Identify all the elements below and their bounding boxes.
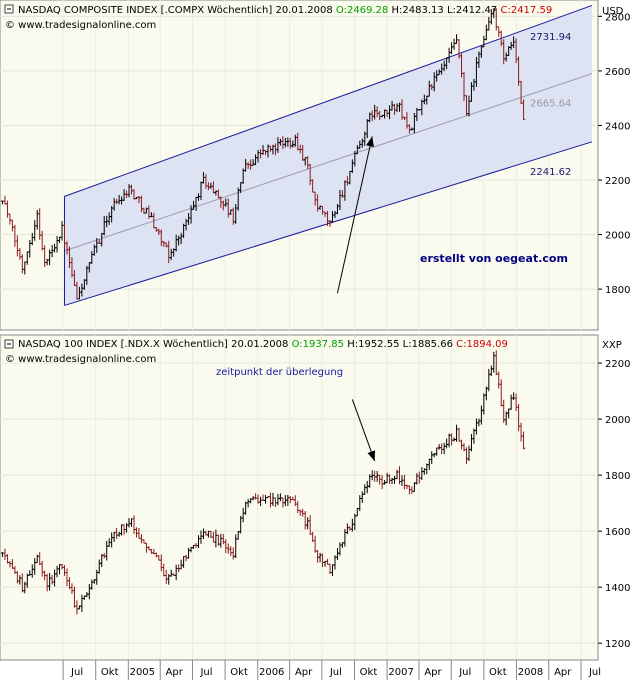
x-tick-label: 2007 (388, 667, 413, 678)
bottom-high-value: 1952.55 (358, 339, 399, 350)
top-index-name: NASDAQ COMPOSITE INDEX [.COMPX Wöchentli… (18, 5, 272, 16)
x-tick-label: 2005 (130, 667, 155, 678)
top-close-value: 2417.59 (511, 5, 552, 16)
idea-annotation: zeitpunkt der überlegung (216, 367, 343, 378)
nasdaq-100-panel: NASDAQ 100 INDEX [.NDX.X Wöchentlich] 20… (0, 334, 630, 661)
y-tick-label: 2200 (605, 359, 630, 370)
x-tick-label: Jul (329, 667, 342, 678)
time-axis: Jul Okt 2005 Apr Jul Okt 2006 Apr Jul Okt 2007 Apr J… (0, 659, 601, 680)
bottom-index-name: NASDAQ 100 INDEX [.NDX.X Wöchentlich] (18, 339, 228, 350)
channel-mid-line (64, 73, 593, 252)
annotation-arrow (336, 136, 373, 294)
annotation-arrowhead (366, 136, 374, 147)
x-tick-label: Jul (458, 667, 471, 678)
x-tick-label: Okt (101, 667, 119, 678)
top-close-label: C: (500, 5, 510, 16)
x-tick-label: 2006 (259, 667, 284, 678)
top-y-axis: 1800 2000 2200 2400 2600 2800 (598, 12, 630, 296)
bottom-grid (0, 335, 598, 660)
top-currency-label: USD (602, 6, 624, 17)
bottom-close-value: 1894.09 (467, 339, 508, 350)
bottom-open-label: O: (292, 339, 303, 350)
author-annotation: erstellt von oegeat.com (420, 252, 568, 265)
price-bar (521, 99, 526, 121)
x-tick-label: Okt (230, 667, 248, 678)
top-source: © www.tradesignalonline.com (5, 20, 156, 31)
nasdaq-composite-panel: NASDAQ COMPOSITE INDEX [.COMPX Wöchentli… (0, 0, 630, 331)
x-tick-label: Jul (70, 667, 83, 678)
y-tick-label: 2200 (605, 176, 630, 187)
x-tick-label: Apr (166, 667, 184, 678)
x-tick-label: Jul (588, 667, 601, 678)
regression-channel-fill (64, 5, 592, 306)
top-low-value: 2412.47 (456, 5, 497, 16)
bottom-open-value: 1937.85 (303, 339, 344, 350)
price-bar (521, 431, 526, 450)
y-tick-label: 1400 (605, 583, 630, 594)
channel-upper-value: 2731.94 (530, 32, 571, 43)
y-tick-label: 1800 (605, 285, 630, 296)
top-high-value: 2483.13 (402, 5, 443, 16)
bottom-close-label: C: (456, 339, 466, 350)
x-tick-label: Apr (295, 667, 313, 678)
bottom-source: © www.tradesignalonline.com (5, 354, 156, 365)
x-tick-label: Apr (554, 667, 572, 678)
bottom-y-axis: 1200 1400 1600 1800 2000 2200 (598, 359, 630, 650)
y-tick-label: 2000 (605, 415, 630, 426)
bottom-currency-label: XXP (602, 340, 622, 351)
channel-lower-value: 2241.62 (530, 167, 571, 178)
channel-upper-line (64, 4, 593, 197)
y-tick-label: 2800 (605, 12, 630, 23)
annotation-arrow-bottom (351, 399, 376, 462)
top-open-value: 2469.28 (347, 5, 388, 16)
bottom-low-label: L: (403, 339, 412, 350)
x-tick-label: Okt (360, 667, 378, 678)
y-tick-label: 2400 (605, 121, 630, 132)
channel-lower-line (64, 141, 593, 306)
x-tick-label: Jul (199, 667, 212, 678)
top-date: 20.01.2008 (275, 5, 332, 16)
bottom-header: NASDAQ 100 INDEX [.NDX.X Wöchentlich] 20… (18, 339, 508, 350)
bottom-date: 20.01.2008 (231, 339, 288, 350)
channel-mid-value: 2665.64 (530, 98, 571, 109)
top-low-label: L: (447, 5, 456, 16)
bottom-high-label: H: (347, 339, 358, 350)
y-tick-label: 2600 (605, 67, 630, 78)
ndx-price-bars (0, 350, 526, 615)
y-tick-label: 2000 (605, 231, 630, 242)
bottom-plot-area (0, 334, 599, 661)
y-tick-label: 1200 (605, 639, 630, 650)
top-open-label: O: (336, 5, 347, 16)
annotation-arrowhead-bottom (367, 450, 376, 462)
composite-price-bars (0, 8, 526, 300)
x-tick-label: 2008 (518, 667, 543, 678)
y-tick-label: 1600 (605, 527, 630, 538)
top-high-label: H: (392, 5, 403, 16)
top-header: NASDAQ COMPOSITE INDEX [.COMPX Wöchentli… (18, 5, 552, 16)
x-tick-label: Apr (424, 667, 442, 678)
bottom-low-value: 1885.66 (412, 339, 453, 350)
y-tick-label: 1800 (605, 471, 630, 482)
x-tick-label: Okt (489, 667, 507, 678)
